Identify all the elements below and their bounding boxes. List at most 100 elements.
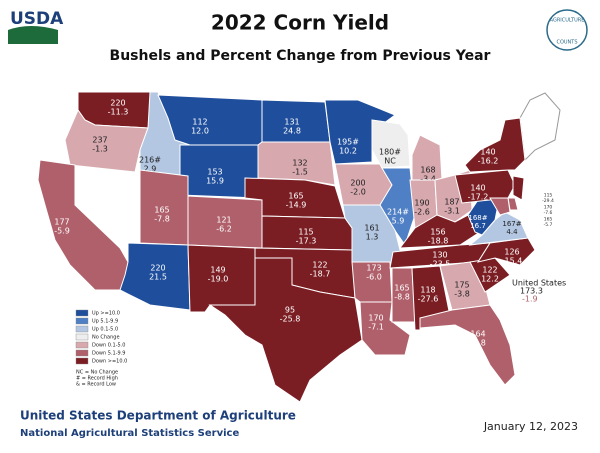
state-yield: 165 xyxy=(154,206,169,215)
legend-swatch xyxy=(75,357,89,365)
state-yield: 168 xyxy=(420,166,435,175)
state-yield: 122 xyxy=(312,261,327,270)
state-yield: 132 xyxy=(292,159,307,168)
state-change: 4.4 xyxy=(506,228,518,236)
legend-swatch xyxy=(75,333,89,341)
state-yield: 153 xyxy=(207,168,222,177)
state-change: -2.0 xyxy=(350,188,366,197)
seal xyxy=(546,9,588,51)
state xyxy=(37,159,129,291)
state-yield: 220 xyxy=(110,99,125,108)
state-change: -8.8 xyxy=(394,293,410,302)
state-change: -3.8 xyxy=(454,290,470,299)
state-yield: 161 xyxy=(364,224,379,233)
state-yield: 177 xyxy=(54,218,69,227)
state-yield: 167# xyxy=(502,220,521,228)
state-change: -3.1 xyxy=(444,207,460,216)
legend-label: Up 0.1-5.0 xyxy=(92,327,118,333)
legend-label: Down 0.1-5.0 xyxy=(92,343,125,349)
state-yield: 180# xyxy=(379,148,401,157)
state-change: -5.9 xyxy=(54,227,70,236)
state-change: 10.2 xyxy=(339,147,357,156)
state-change: 24.8 xyxy=(283,127,301,136)
state-yield: 195# xyxy=(337,138,359,147)
state-yield: 214# xyxy=(387,208,409,217)
seal-top: AGRICULTURE xyxy=(550,18,585,24)
state-yield: 237 xyxy=(92,136,107,145)
state-yield: 175 xyxy=(454,281,469,290)
legend-note: NC = No Change xyxy=(76,370,118,376)
footer-agency: United States Department of Agriculture xyxy=(20,409,296,423)
state-change: -27.6 xyxy=(418,295,439,304)
legend-note: # = Record High xyxy=(76,376,118,382)
legend-swatch xyxy=(75,317,89,325)
state-yield: 173 xyxy=(366,264,381,273)
state-change: -23.5 xyxy=(430,260,451,269)
subtitle: Bushels and Percent Change from Previous… xyxy=(110,48,491,64)
state-yield: 126 xyxy=(504,248,519,257)
state-yield: 164 xyxy=(470,330,485,339)
state-change: -14.9 xyxy=(286,201,307,210)
state-yield: 165 xyxy=(288,192,303,201)
state xyxy=(512,175,525,201)
state-yield: 140 xyxy=(470,184,485,193)
state-change: -1.3 xyxy=(92,145,108,154)
state-change: NC xyxy=(384,157,396,166)
state-change: -29.4 xyxy=(542,198,554,204)
state-change: -3.4 xyxy=(420,175,436,184)
state xyxy=(464,117,526,173)
national-change: -1.9 xyxy=(522,295,538,304)
state-yield: 121 xyxy=(216,216,231,225)
state-change: -17.2 xyxy=(468,193,489,202)
state-change: 2.9 xyxy=(144,165,157,174)
state-yield: 115 xyxy=(298,228,313,237)
usda-logo: USDA xyxy=(10,9,64,29)
state-yield: 200 xyxy=(350,179,365,188)
state-yield: 170 xyxy=(368,314,383,323)
state-change: -11.3 xyxy=(108,108,129,117)
state-yield: 118 xyxy=(420,286,435,295)
state xyxy=(379,167,416,247)
legend-label: No Change xyxy=(92,335,120,341)
state-change: 1.3 xyxy=(366,233,379,242)
state-change: -25.8 xyxy=(280,315,301,324)
state-yield: 122 xyxy=(482,266,497,275)
state xyxy=(489,197,511,216)
state-change: -7.8 xyxy=(154,215,170,224)
state-change: 12.0 xyxy=(191,127,209,136)
legend-swatch xyxy=(75,349,89,357)
state-change: -18.8 xyxy=(428,237,449,246)
state-change: 15.9 xyxy=(206,177,224,186)
state-yield: 131 xyxy=(284,118,299,127)
state-change: 12.2 xyxy=(481,275,499,284)
legend-label: Down 5.1-9.9 xyxy=(92,351,125,357)
state-yield: 168# xyxy=(468,214,487,222)
state xyxy=(391,267,416,323)
state-yield: 130 xyxy=(432,251,447,260)
state-yield: 165 xyxy=(544,217,553,223)
state-no-data xyxy=(519,92,561,162)
state-change: -5.7 xyxy=(544,222,553,228)
legend-swatch xyxy=(75,325,89,333)
state-change: -2.6 xyxy=(414,208,430,217)
state-change: -19.0 xyxy=(208,275,229,284)
state-change: -7.6 xyxy=(544,210,553,216)
legend: Up >=10.0 Up 5.1-9.9 Up 0.1-5.0 No Change Do… xyxy=(75,309,127,388)
state-yield: 112 xyxy=(192,118,207,127)
usda-logo-mark xyxy=(8,26,58,44)
state-yield: 165 xyxy=(394,284,409,293)
state-change: -16.2 xyxy=(478,157,499,166)
footer-service: National Agricultural Statistics Service xyxy=(20,428,239,439)
states: 220-11.3237-1.3216#2.911212.013124.81531… xyxy=(37,91,561,403)
state-yield: 140 xyxy=(480,148,495,157)
legend-swatch xyxy=(75,309,89,317)
national-value: 173.3 xyxy=(520,287,543,296)
state-yield: 115 xyxy=(544,193,553,199)
legend-note: & = Record Low xyxy=(76,382,116,388)
legend-label: Up >=10.0 xyxy=(92,311,120,317)
state-change: 21.5 xyxy=(149,273,167,282)
state-yield: 156 xyxy=(430,228,445,237)
state-change: -6.0 xyxy=(366,273,382,282)
legend-swatch xyxy=(75,341,89,349)
